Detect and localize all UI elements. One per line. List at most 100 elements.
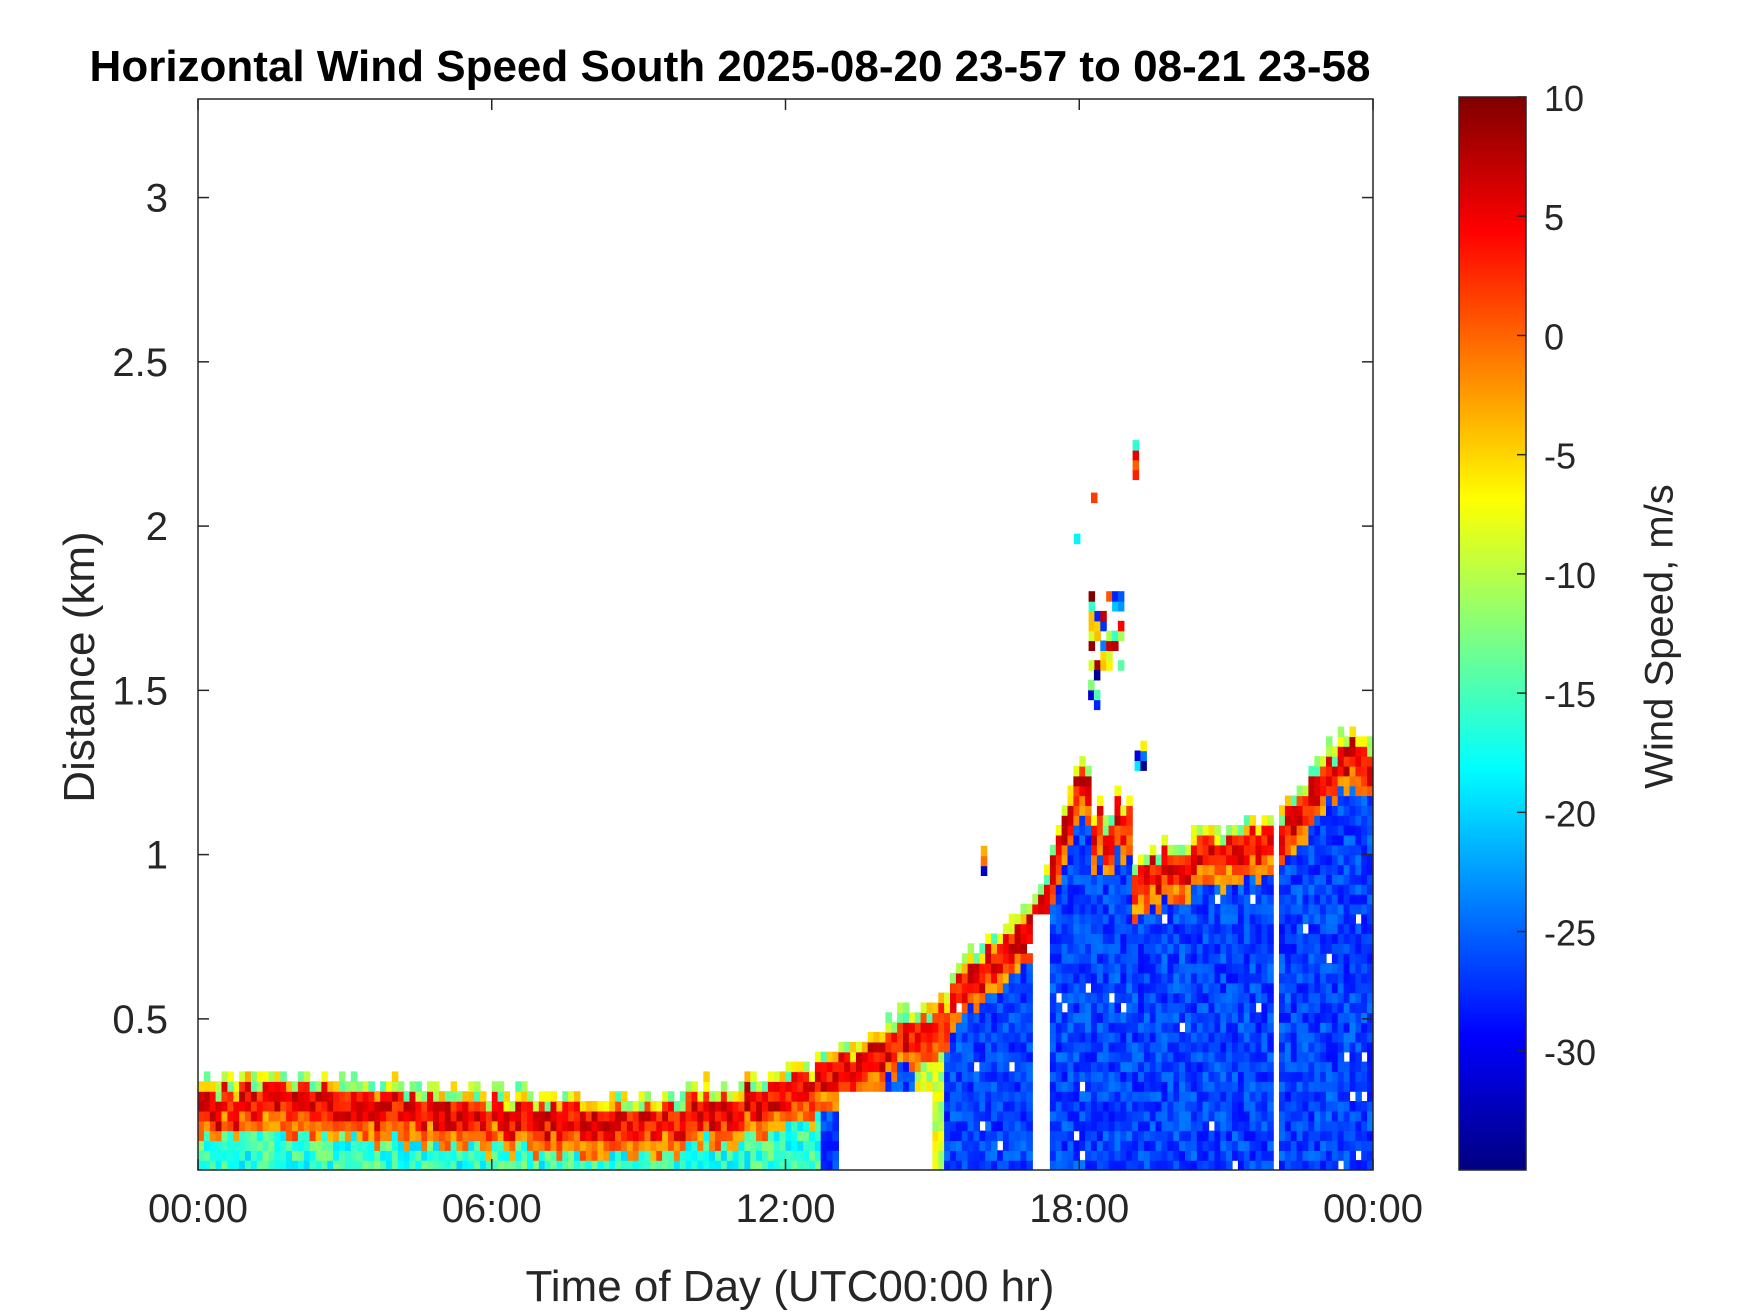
heatmap-cell — [997, 953, 1004, 964]
heatmap-cell — [1214, 1032, 1221, 1043]
heatmap-cell — [1308, 903, 1315, 915]
heatmap-cell — [421, 1091, 428, 1102]
heatmap-cell — [920, 1032, 928, 1043]
heatmap-cell — [256, 1130, 264, 1142]
heatmap-cell — [1314, 1051, 1321, 1063]
heatmap-cell — [1249, 1051, 1257, 1063]
heatmap-cell — [1061, 923, 1069, 935]
heatmap-cell — [1143, 1041, 1151, 1053]
heatmap-cell — [979, 982, 986, 994]
heatmap-cell — [797, 1091, 804, 1102]
heatmap-cell — [1232, 903, 1239, 915]
heatmap-cell — [1237, 1032, 1245, 1043]
heatmap-cell — [638, 1140, 646, 1151]
heatmap-cell — [679, 1110, 687, 1122]
heatmap-cell — [1049, 1150, 1057, 1161]
heatmap-cell — [1361, 785, 1368, 797]
heatmap-cell — [1108, 1160, 1116, 1170]
heatmap-cell — [826, 1120, 834, 1132]
heatmap-cell — [1132, 1091, 1139, 1102]
heatmap-cell — [427, 1130, 434, 1142]
heatmap-cell — [797, 1130, 804, 1142]
heatmap-cell — [650, 1130, 657, 1142]
heatmap-cell — [1331, 1012, 1339, 1023]
heatmap-cell — [198, 1130, 205, 1142]
heatmap-cell — [203, 1140, 211, 1151]
heatmap-cell — [1173, 1150, 1180, 1161]
heatmap-cell — [421, 1101, 428, 1112]
heatmap-cell — [1296, 1140, 1304, 1151]
heatmap-cell — [726, 1101, 734, 1112]
heatmap-cell — [1290, 1150, 1298, 1161]
heatmap-cell — [1096, 1120, 1104, 1132]
heatmap-cell — [1337, 834, 1345, 846]
heatmap-cell — [1008, 1160, 1016, 1170]
heatmap-cell — [544, 1140, 552, 1151]
heatmap-cell — [1008, 1022, 1016, 1033]
heatmap-cell — [1185, 1081, 1192, 1092]
heatmap-cell — [1308, 1032, 1315, 1043]
heatmap-cell — [1237, 825, 1245, 836]
heatmap-cell — [1290, 1061, 1298, 1073]
heatmap-cell — [955, 1150, 963, 1161]
heatmap-cell — [1249, 1130, 1257, 1142]
heatmap-cell — [1355, 815, 1362, 826]
heatmap-cell — [468, 1120, 475, 1132]
heatmap-cell — [415, 1160, 422, 1170]
heatmap-cell — [908, 1041, 916, 1053]
heatmap-cell — [1085, 854, 1092, 866]
heatmap-cell — [1079, 1012, 1086, 1023]
heatmap-cell — [1002, 1120, 1010, 1132]
heatmap-cell — [1085, 765, 1092, 777]
heatmap-cell — [1284, 884, 1292, 895]
heatmap-cell — [497, 1081, 505, 1092]
heatmap-cell — [991, 963, 998, 974]
heatmap-cell — [1120, 963, 1127, 974]
heatmap-cell — [456, 1091, 463, 1102]
heatmap-cell — [1049, 1130, 1057, 1142]
heatmap-cell — [1232, 1091, 1239, 1102]
heatmap-cell — [233, 1101, 240, 1112]
heatmap-cell — [1091, 903, 1098, 915]
heatmap-cell — [1220, 972, 1227, 984]
heatmap-cell — [1085, 913, 1092, 925]
heatmap-cell — [568, 1120, 575, 1132]
heatmap-cell — [1196, 982, 1204, 994]
heatmap-cell — [1355, 1022, 1362, 1033]
heatmap-cell — [1067, 1140, 1074, 1151]
heatmap-cell — [1079, 1071, 1086, 1082]
heatmap-cell — [1314, 825, 1321, 836]
heatmap-cell — [762, 1091, 769, 1102]
heatmap-cell — [274, 1160, 281, 1170]
heatmap-cell — [1055, 963, 1063, 974]
heatmap-cell — [1120, 1120, 1127, 1132]
heatmap-cell — [1284, 933, 1292, 944]
heatmap-cell — [227, 1071, 234, 1082]
heatmap-cell — [315, 1120, 322, 1132]
heatmap-cell — [1185, 963, 1192, 974]
heatmap-cell — [1220, 1130, 1227, 1142]
heatmap-cell — [1279, 1061, 1286, 1073]
heatmap-cell — [215, 1130, 223, 1142]
heatmap-cell — [1014, 1022, 1022, 1033]
heatmap-cell — [233, 1120, 240, 1132]
heatmap-cell — [1185, 884, 1192, 895]
heatmap-cell — [944, 1101, 951, 1112]
heatmap-cell — [391, 1110, 399, 1122]
heatmap-cell — [1279, 834, 1286, 846]
heatmap-cell — [632, 1110, 640, 1122]
heatmap-cell — [1102, 972, 1110, 984]
heatmap-cell — [1008, 943, 1016, 954]
heatmap-cell — [779, 1071, 787, 1082]
heatmap-cell — [814, 1160, 822, 1170]
heatmap-cell — [1314, 864, 1321, 875]
heatmap-cell — [961, 1140, 969, 1151]
heatmap-cell — [1190, 953, 1198, 964]
heatmap-cell — [1091, 1051, 1098, 1063]
heatmap-cell — [397, 1120, 405, 1132]
heatmap-cell — [1208, 1150, 1215, 1161]
heatmap-cell — [333, 1120, 340, 1132]
heatmap-cell — [1279, 854, 1286, 866]
heatmap-cell — [286, 1160, 293, 1170]
heatmap-cell — [344, 1091, 352, 1102]
